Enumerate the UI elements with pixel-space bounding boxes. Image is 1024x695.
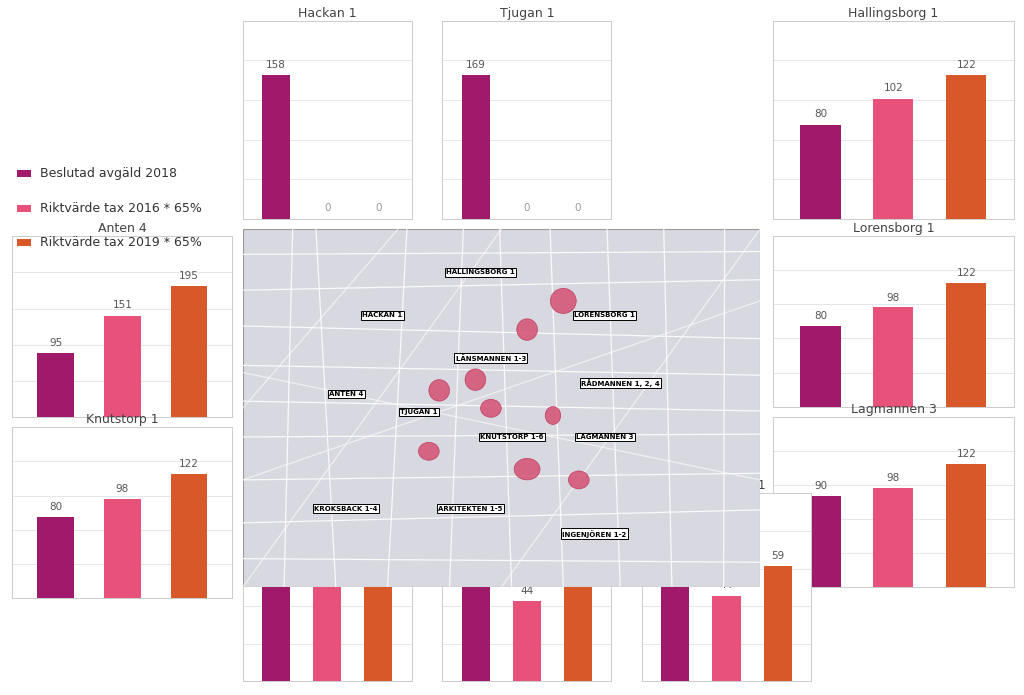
Ellipse shape bbox=[429, 379, 450, 401]
Bar bbox=[946, 283, 986, 407]
Text: INGENJÖREN 1-2: INGENJÖREN 1-2 bbox=[562, 530, 627, 537]
Bar bbox=[946, 75, 986, 219]
Text: TJUGAN 1: TJUGAN 1 bbox=[399, 409, 437, 415]
Bar bbox=[564, 574, 592, 681]
Bar bbox=[262, 555, 290, 681]
Ellipse shape bbox=[419, 442, 439, 460]
Ellipse shape bbox=[465, 369, 485, 391]
Title: Arkitekten 1: Arkitekten 1 bbox=[488, 480, 565, 492]
Text: Riktvärde tax 2016 * 65%: Riktvärde tax 2016 * 65% bbox=[40, 202, 202, 215]
Text: 0: 0 bbox=[523, 203, 530, 213]
Text: KROKSBÄCK 1-4: KROKSBÄCK 1-4 bbox=[314, 505, 378, 512]
Bar bbox=[37, 353, 74, 417]
Ellipse shape bbox=[517, 319, 538, 341]
Bar bbox=[873, 99, 913, 219]
Text: 44: 44 bbox=[720, 580, 733, 590]
Title: Anten 4: Anten 4 bbox=[98, 222, 146, 235]
Text: 122: 122 bbox=[956, 268, 976, 278]
Bar bbox=[662, 545, 689, 681]
Bar bbox=[873, 488, 913, 587]
Text: 98: 98 bbox=[887, 473, 900, 483]
Text: HALLINGSBORG 1: HALLINGSBORG 1 bbox=[446, 269, 515, 275]
Bar bbox=[801, 125, 841, 219]
Title: Tjugan 1: Tjugan 1 bbox=[500, 7, 554, 19]
Title: Hallingsborg 1: Hallingsborg 1 bbox=[848, 7, 939, 19]
Bar bbox=[513, 601, 541, 681]
Title: Knutstorp 1: Knutstorp 1 bbox=[86, 414, 159, 426]
Bar bbox=[16, 205, 31, 211]
Text: HACKAN 1: HACKAN 1 bbox=[362, 312, 402, 318]
Text: ARKITEKTEN 1-5: ARKITEKTEN 1-5 bbox=[438, 505, 503, 512]
Bar bbox=[873, 307, 913, 407]
Text: 98: 98 bbox=[116, 484, 129, 493]
Text: 98: 98 bbox=[887, 293, 900, 302]
Bar bbox=[713, 596, 740, 681]
Bar bbox=[171, 474, 208, 598]
Bar bbox=[16, 170, 31, 177]
Title: Lorensborg 1: Lorensborg 1 bbox=[853, 222, 934, 235]
Ellipse shape bbox=[514, 459, 540, 480]
Bar bbox=[462, 545, 489, 681]
Text: KNUTSTORP 1-6: KNUTSTORP 1-6 bbox=[480, 434, 544, 440]
Text: LORENSBORG 1: LORENSBORG 1 bbox=[574, 312, 635, 318]
Bar bbox=[946, 464, 986, 587]
Ellipse shape bbox=[550, 288, 577, 313]
Text: 169: 169 bbox=[466, 60, 485, 70]
Text: 122: 122 bbox=[956, 449, 976, 459]
Text: 59: 59 bbox=[771, 551, 784, 561]
Text: Beslutad avgäld 2018: Beslutad avgäld 2018 bbox=[40, 167, 177, 180]
Bar bbox=[104, 316, 140, 417]
Bar bbox=[16, 239, 31, 246]
Ellipse shape bbox=[545, 407, 561, 425]
Bar bbox=[104, 498, 140, 598]
Text: 158: 158 bbox=[266, 60, 286, 70]
Text: RÅDMANNEN 1, 2, 4: RÅDMANNEN 1, 2, 4 bbox=[581, 379, 659, 387]
Text: 102: 102 bbox=[884, 83, 903, 93]
Text: ANTEN 4: ANTEN 4 bbox=[329, 391, 364, 397]
Text: 59: 59 bbox=[372, 530, 385, 540]
Text: 151: 151 bbox=[113, 300, 132, 311]
Text: 44: 44 bbox=[520, 586, 534, 596]
Bar bbox=[313, 580, 341, 681]
Ellipse shape bbox=[568, 471, 589, 489]
Title: Kroksbäck 1: Kroksbäck 1 bbox=[289, 480, 366, 492]
Bar bbox=[764, 566, 792, 681]
Text: 70: 70 bbox=[669, 530, 682, 540]
Text: 195: 195 bbox=[179, 271, 199, 281]
Text: Riktvärde tax 2019 * 65%: Riktvärde tax 2019 * 65% bbox=[40, 236, 202, 249]
Text: 90: 90 bbox=[814, 482, 827, 491]
Text: 122: 122 bbox=[956, 60, 976, 70]
Text: 0: 0 bbox=[574, 203, 582, 213]
Bar bbox=[365, 545, 392, 681]
Title: Ingenjören 1: Ingenjören 1 bbox=[687, 480, 766, 492]
Text: 80: 80 bbox=[814, 109, 827, 119]
Text: 80: 80 bbox=[814, 311, 827, 320]
Text: LÄNSMANNEN 1-3: LÄNSMANNEN 1-3 bbox=[456, 354, 526, 361]
Text: 55: 55 bbox=[269, 539, 283, 549]
Text: 122: 122 bbox=[179, 459, 199, 469]
Text: 0: 0 bbox=[375, 203, 382, 213]
Title: Hackan 1: Hackan 1 bbox=[298, 7, 356, 19]
Bar bbox=[801, 326, 841, 407]
Text: 44: 44 bbox=[321, 564, 334, 574]
Bar bbox=[801, 496, 841, 587]
Ellipse shape bbox=[480, 400, 502, 417]
Text: 0: 0 bbox=[324, 203, 331, 213]
Text: LAGMANNEN 3: LAGMANNEN 3 bbox=[575, 434, 634, 440]
Text: 80: 80 bbox=[49, 502, 62, 512]
Title: Lagmannen 3: Lagmannen 3 bbox=[851, 403, 936, 416]
Bar bbox=[37, 517, 74, 598]
Bar bbox=[171, 286, 208, 417]
Text: 95: 95 bbox=[49, 338, 62, 348]
Bar bbox=[462, 75, 489, 219]
Text: 75: 75 bbox=[469, 530, 482, 540]
Bar bbox=[262, 75, 290, 219]
Text: 59: 59 bbox=[571, 559, 585, 569]
